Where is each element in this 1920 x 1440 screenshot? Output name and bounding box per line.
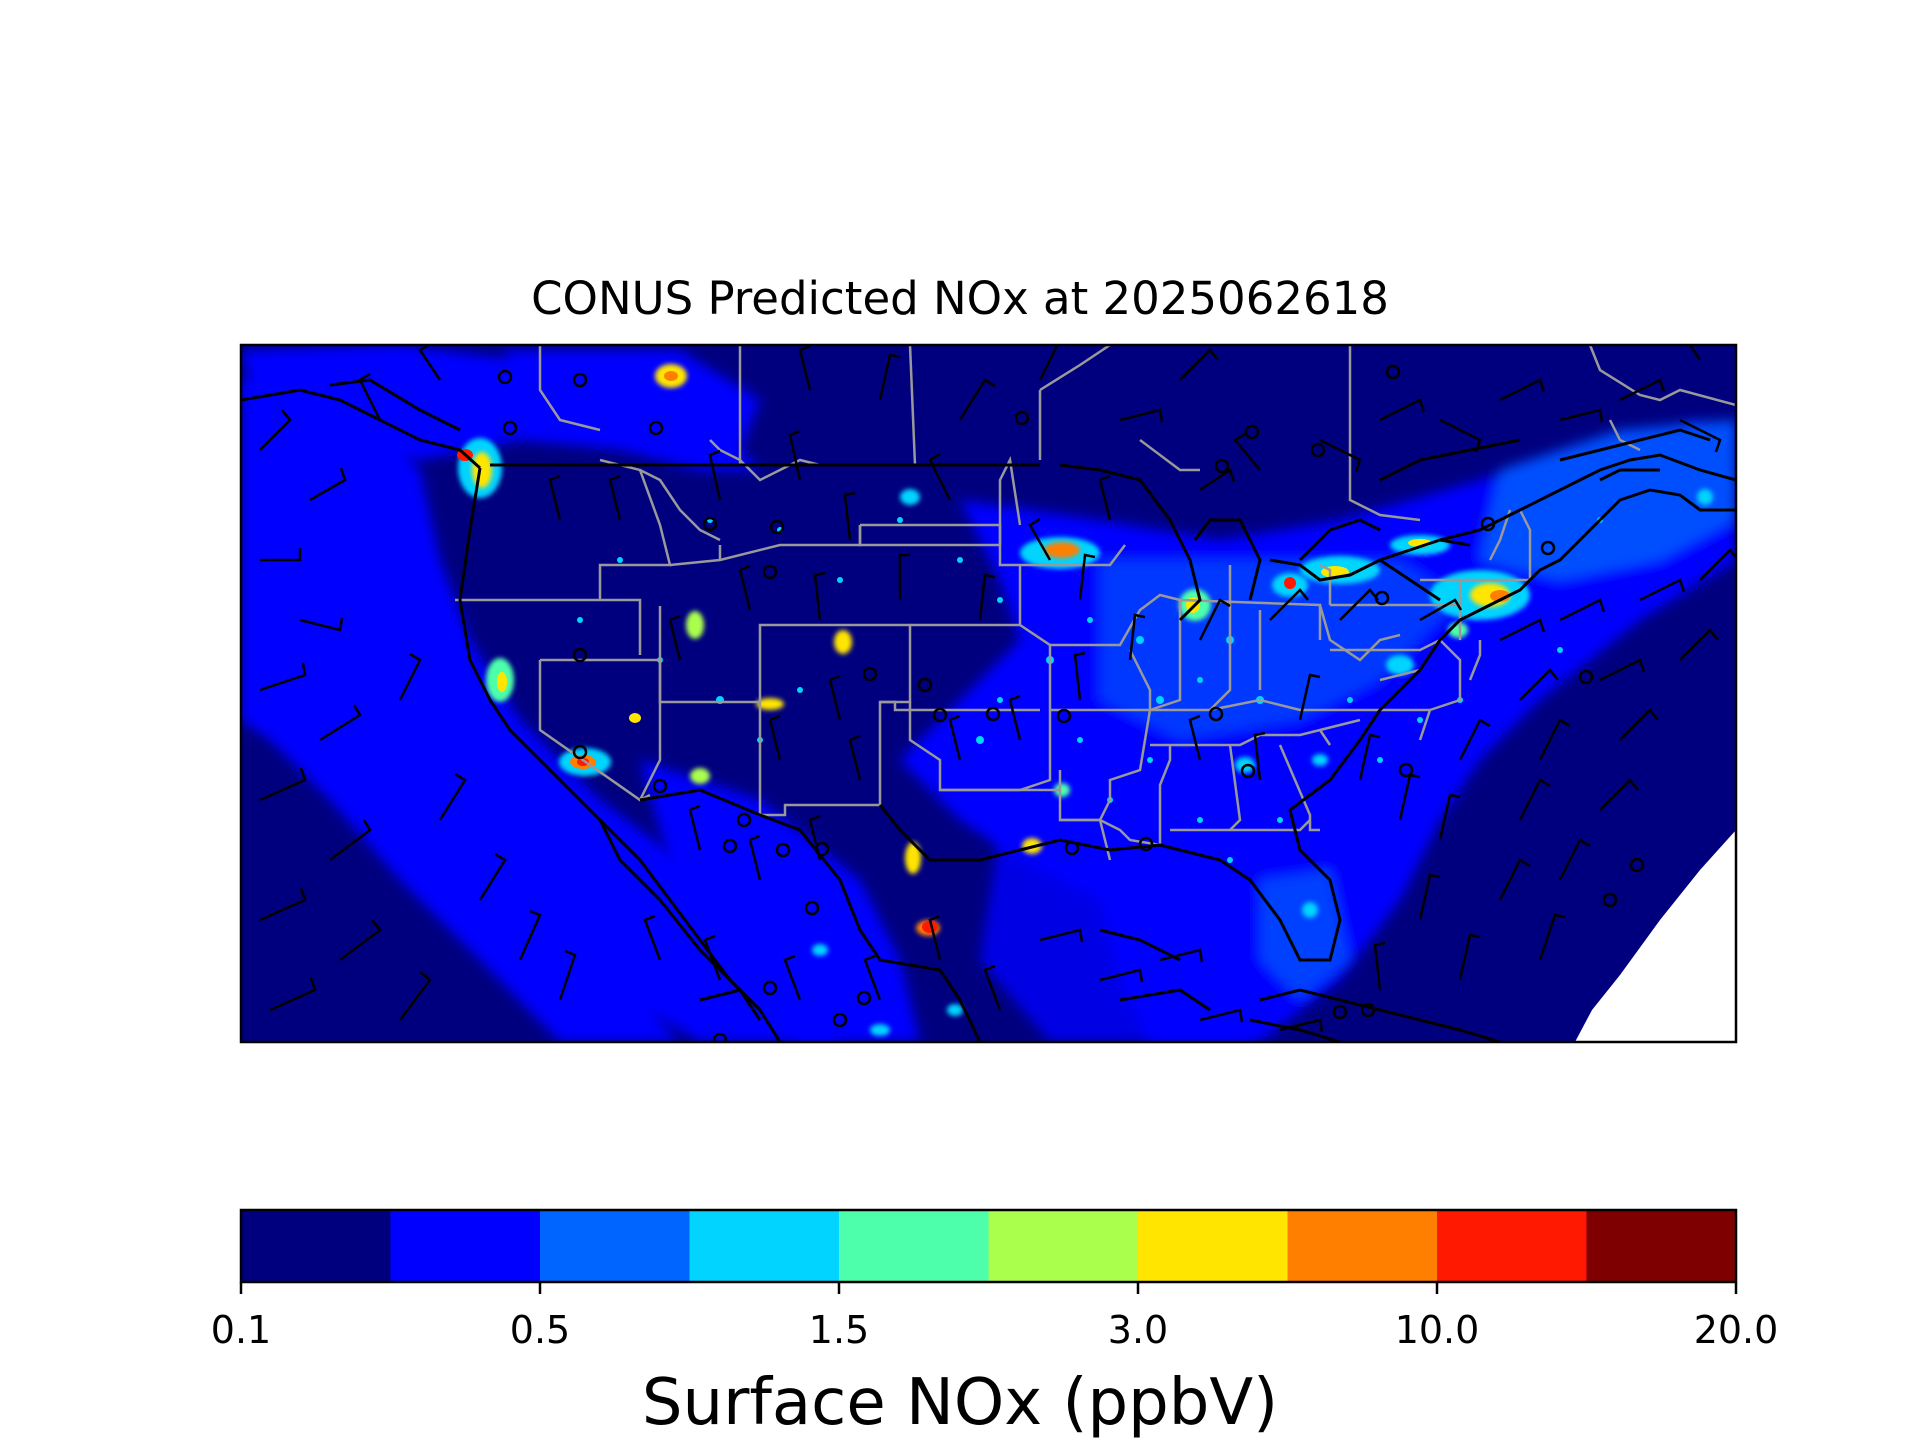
colorbar: [241, 1210, 1737, 1282]
hotspot: [1054, 783, 1070, 797]
northern-plume: [241, 345, 760, 470]
colorbar-label: Surface NOx (ppbV): [641, 1366, 1279, 1440]
hotspot: [756, 698, 784, 710]
map-area: [241, 345, 1736, 1042]
colorbar-ticks: [239, 1282, 1738, 1294]
no-data-region: [1575, 830, 1736, 1042]
hotspot: [1312, 754, 1328, 766]
wind-barbs: [259, 345, 1736, 1033]
colorbar-segment: [839, 1210, 989, 1282]
hotspot: [1386, 655, 1414, 675]
colorbar-segment: [988, 1210, 1139, 1282]
colorbar-segment: [1138, 1210, 1288, 1282]
hotspot: [812, 944, 828, 956]
map-title: CONUS Predicted NOx at 2025062618: [531, 272, 1389, 325]
map-frame: [239, 343, 1738, 1044]
colorbar-segment: [241, 1210, 391, 1282]
state-borders: [455, 345, 1736, 861]
colorbar-tick-label: 3.0: [1107, 1308, 1169, 1352]
hotspot: [472, 452, 492, 488]
hotspot: [900, 489, 920, 505]
hotspot: [686, 611, 704, 639]
coastlines: [241, 378, 1736, 1042]
hotspot: [947, 1004, 963, 1016]
calm-markers: [497, 364, 1645, 1042]
colorbar-tick-label: 1.5: [808, 1308, 870, 1352]
colorbar-segment: [390, 1210, 541, 1282]
colorbar-tick-label: 0.1: [210, 1308, 272, 1352]
colorbar-segment: [540, 1210, 690, 1282]
hotspot: [629, 713, 641, 723]
hotspot: [1697, 489, 1713, 505]
hotspot: [497, 672, 507, 692]
colorbar-segment: [1437, 1210, 1587, 1282]
hotspot: [1044, 542, 1080, 558]
hotspot: [905, 842, 921, 874]
colorbar-segment: [1287, 1210, 1438, 1282]
hotspot: [690, 768, 710, 784]
hotspot: [922, 921, 938, 933]
hotspot: [1284, 577, 1296, 589]
hotspot: [834, 630, 852, 654]
hotspot: [1302, 902, 1318, 918]
colorbar-segment: [1586, 1210, 1737, 1282]
colorbar-tick-label: 0.5: [509, 1308, 571, 1352]
hotspot: [664, 371, 678, 381]
hotspot: [577, 758, 589, 766]
hotspot: [870, 1024, 890, 1036]
colorbar-frame: [239, 1208, 1738, 1284]
colorbar-tick-label: 20.0: [1693, 1308, 1779, 1352]
colorbar-segment: [689, 1210, 840, 1282]
colorbar-tick-label: 10.0: [1394, 1308, 1480, 1352]
